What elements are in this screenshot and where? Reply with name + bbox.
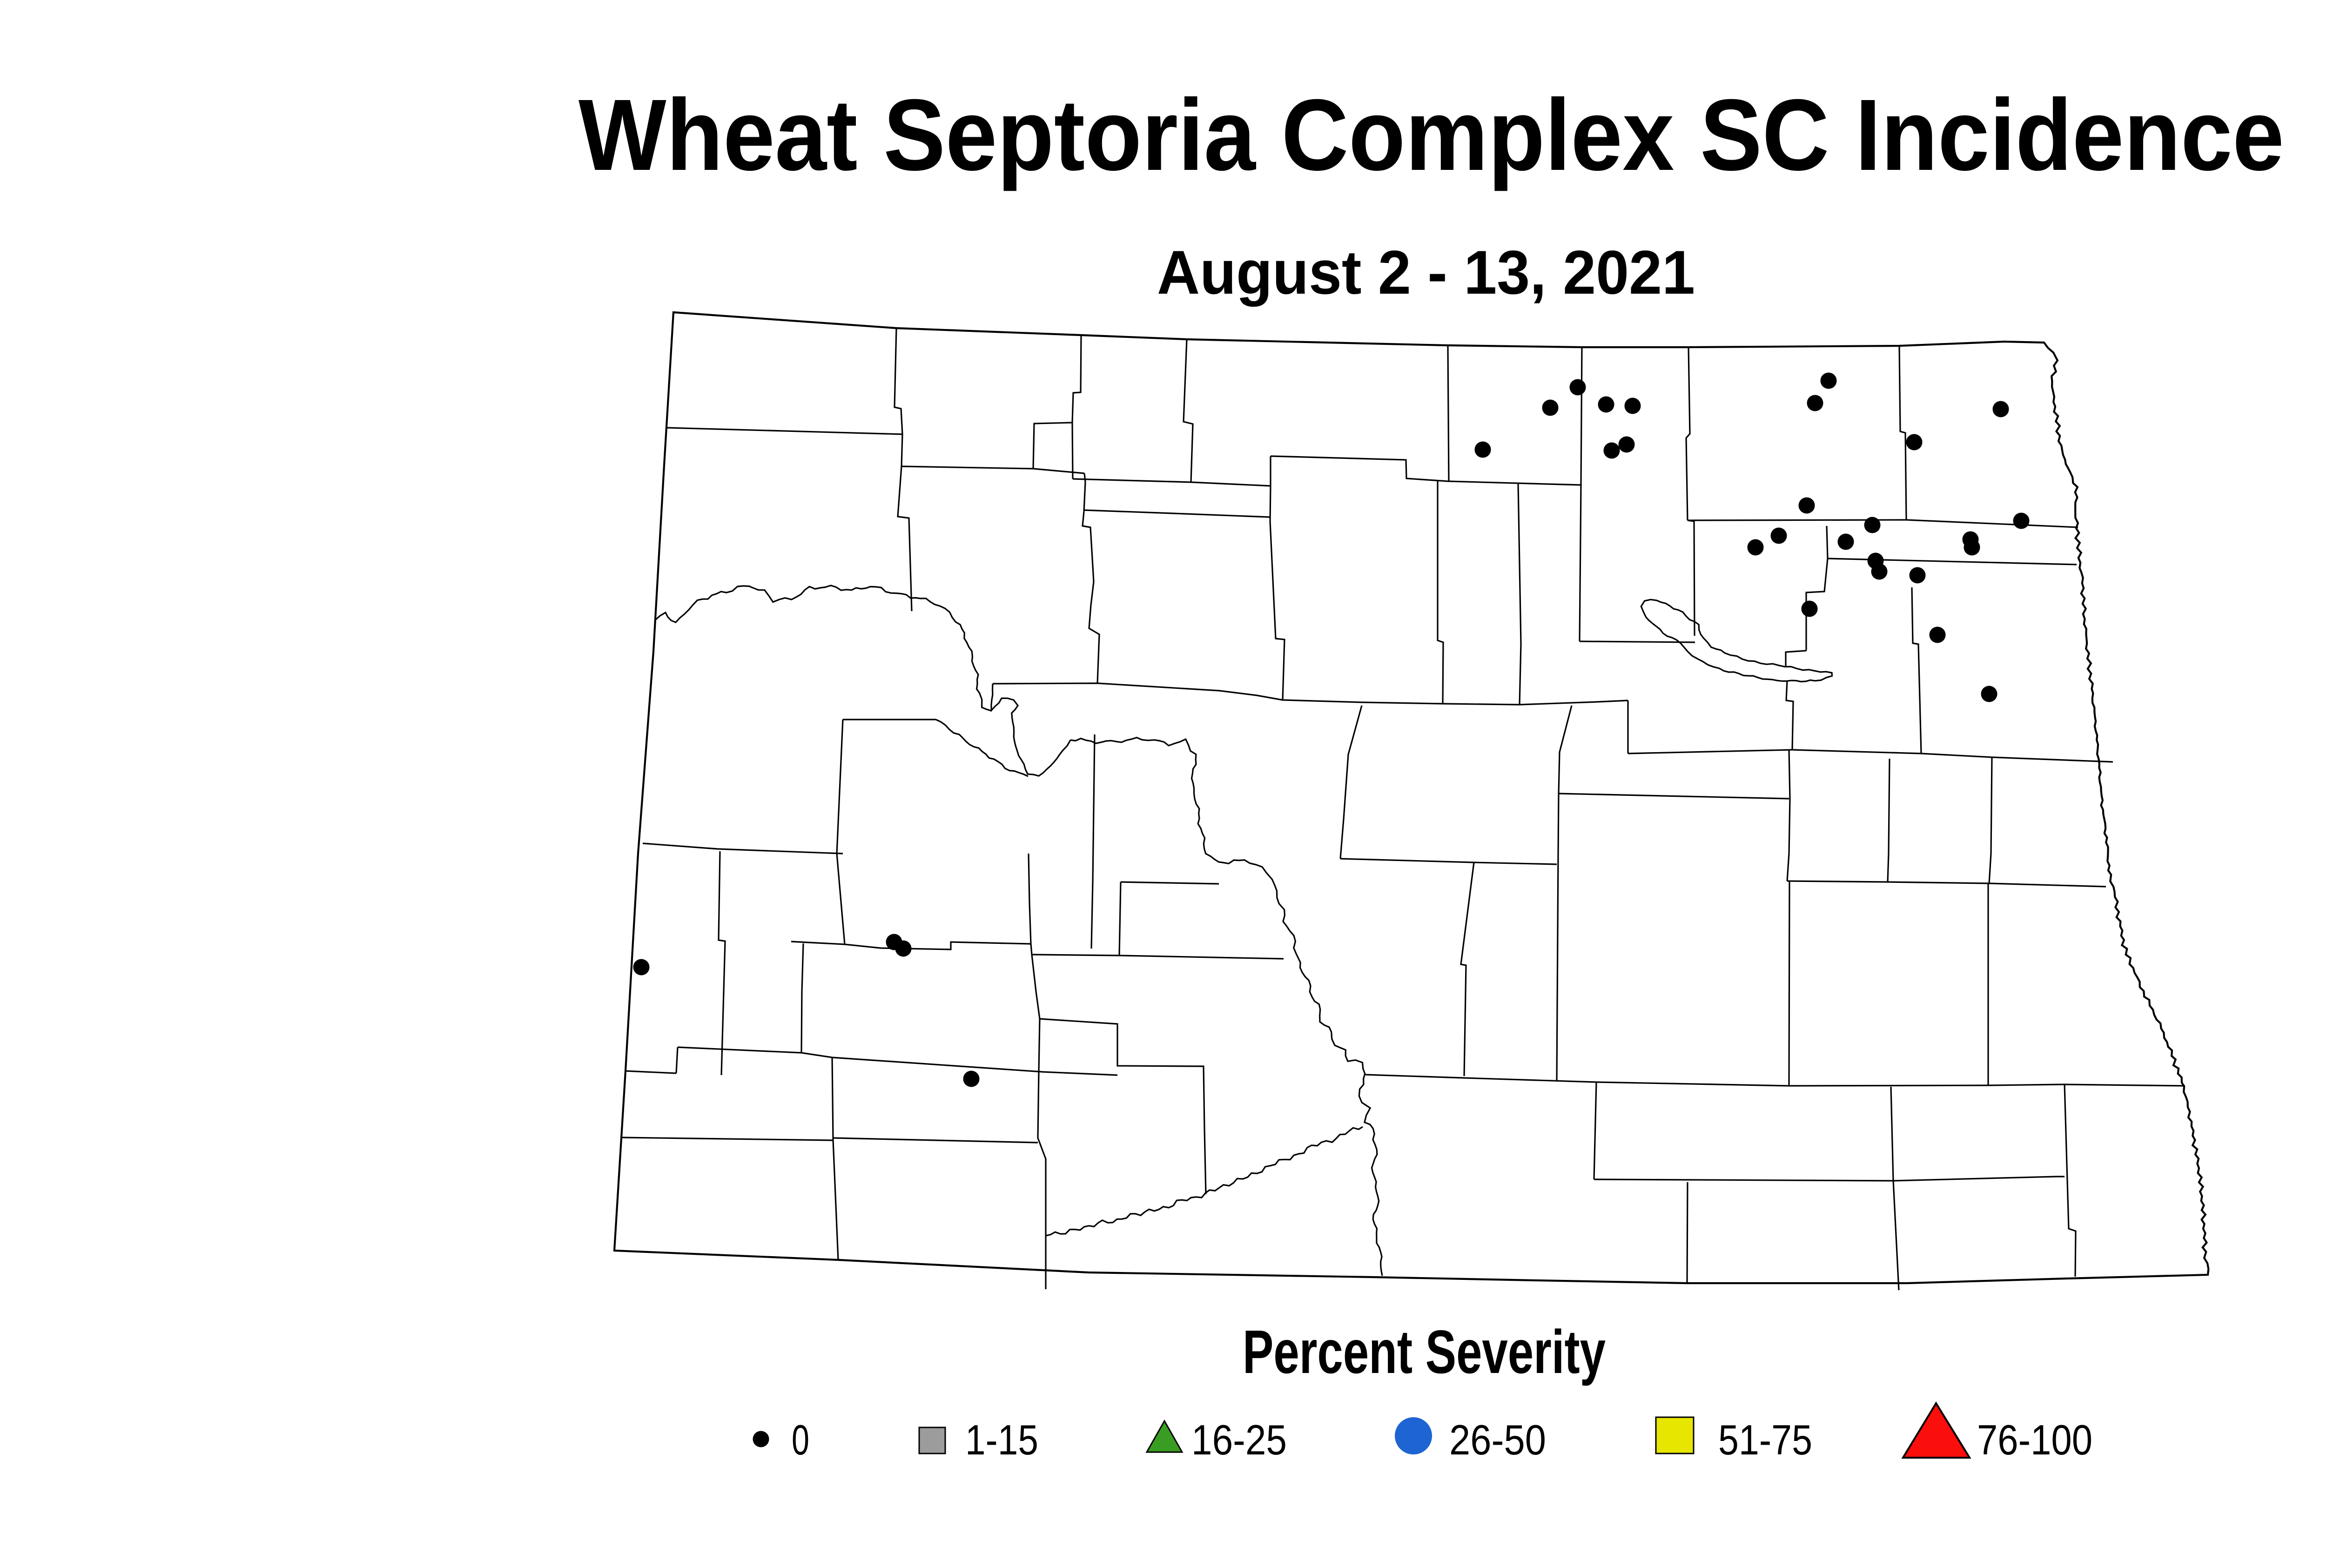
svg-text:51-75: 51-75 [1718,1417,1812,1464]
svg-text:0: 0 [792,1417,809,1464]
svg-text:76-100: 76-100 [1977,1417,2092,1464]
svg-text:1-15: 1-15 [965,1417,1038,1464]
svg-text:Wheat Septoria Complex SC Inci: Wheat Septoria Complex SC Incidence [578,79,2284,192]
svg-text:16-25: 16-25 [1191,1417,1287,1464]
svg-text:26-50: 26-50 [1449,1417,1546,1464]
svg-text:August 2 - 13, 2021: August 2 - 13, 2021 [1157,238,1695,307]
svg-text:Percent Severity: Percent Severity [1243,1318,1606,1386]
